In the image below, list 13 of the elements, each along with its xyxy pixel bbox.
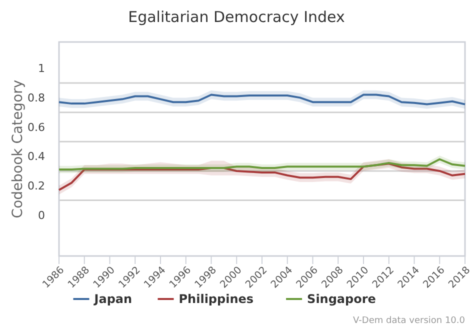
text: V-Dem data version 10.0	[353, 316, 466, 326]
legend-label: Philippines	[178, 292, 254, 306]
y-tick-label: 0.4	[28, 150, 45, 164]
y-tick-label: 1	[38, 62, 45, 76]
y-axis-title: Codebook Category	[10, 80, 26, 218]
y-tick-label: 0	[38, 208, 45, 222]
y-tick-label: 0.8	[28, 92, 45, 105]
y-tick-label: 0.6	[28, 120, 45, 134]
y-tick-label: 0.2	[28, 179, 45, 192]
line-series	[58, 94, 466, 106]
legend-label: Japan	[93, 292, 132, 306]
legend-label: Singapore	[307, 292, 376, 306]
chart-title: Egalitarian Democracy Index	[128, 8, 345, 26]
